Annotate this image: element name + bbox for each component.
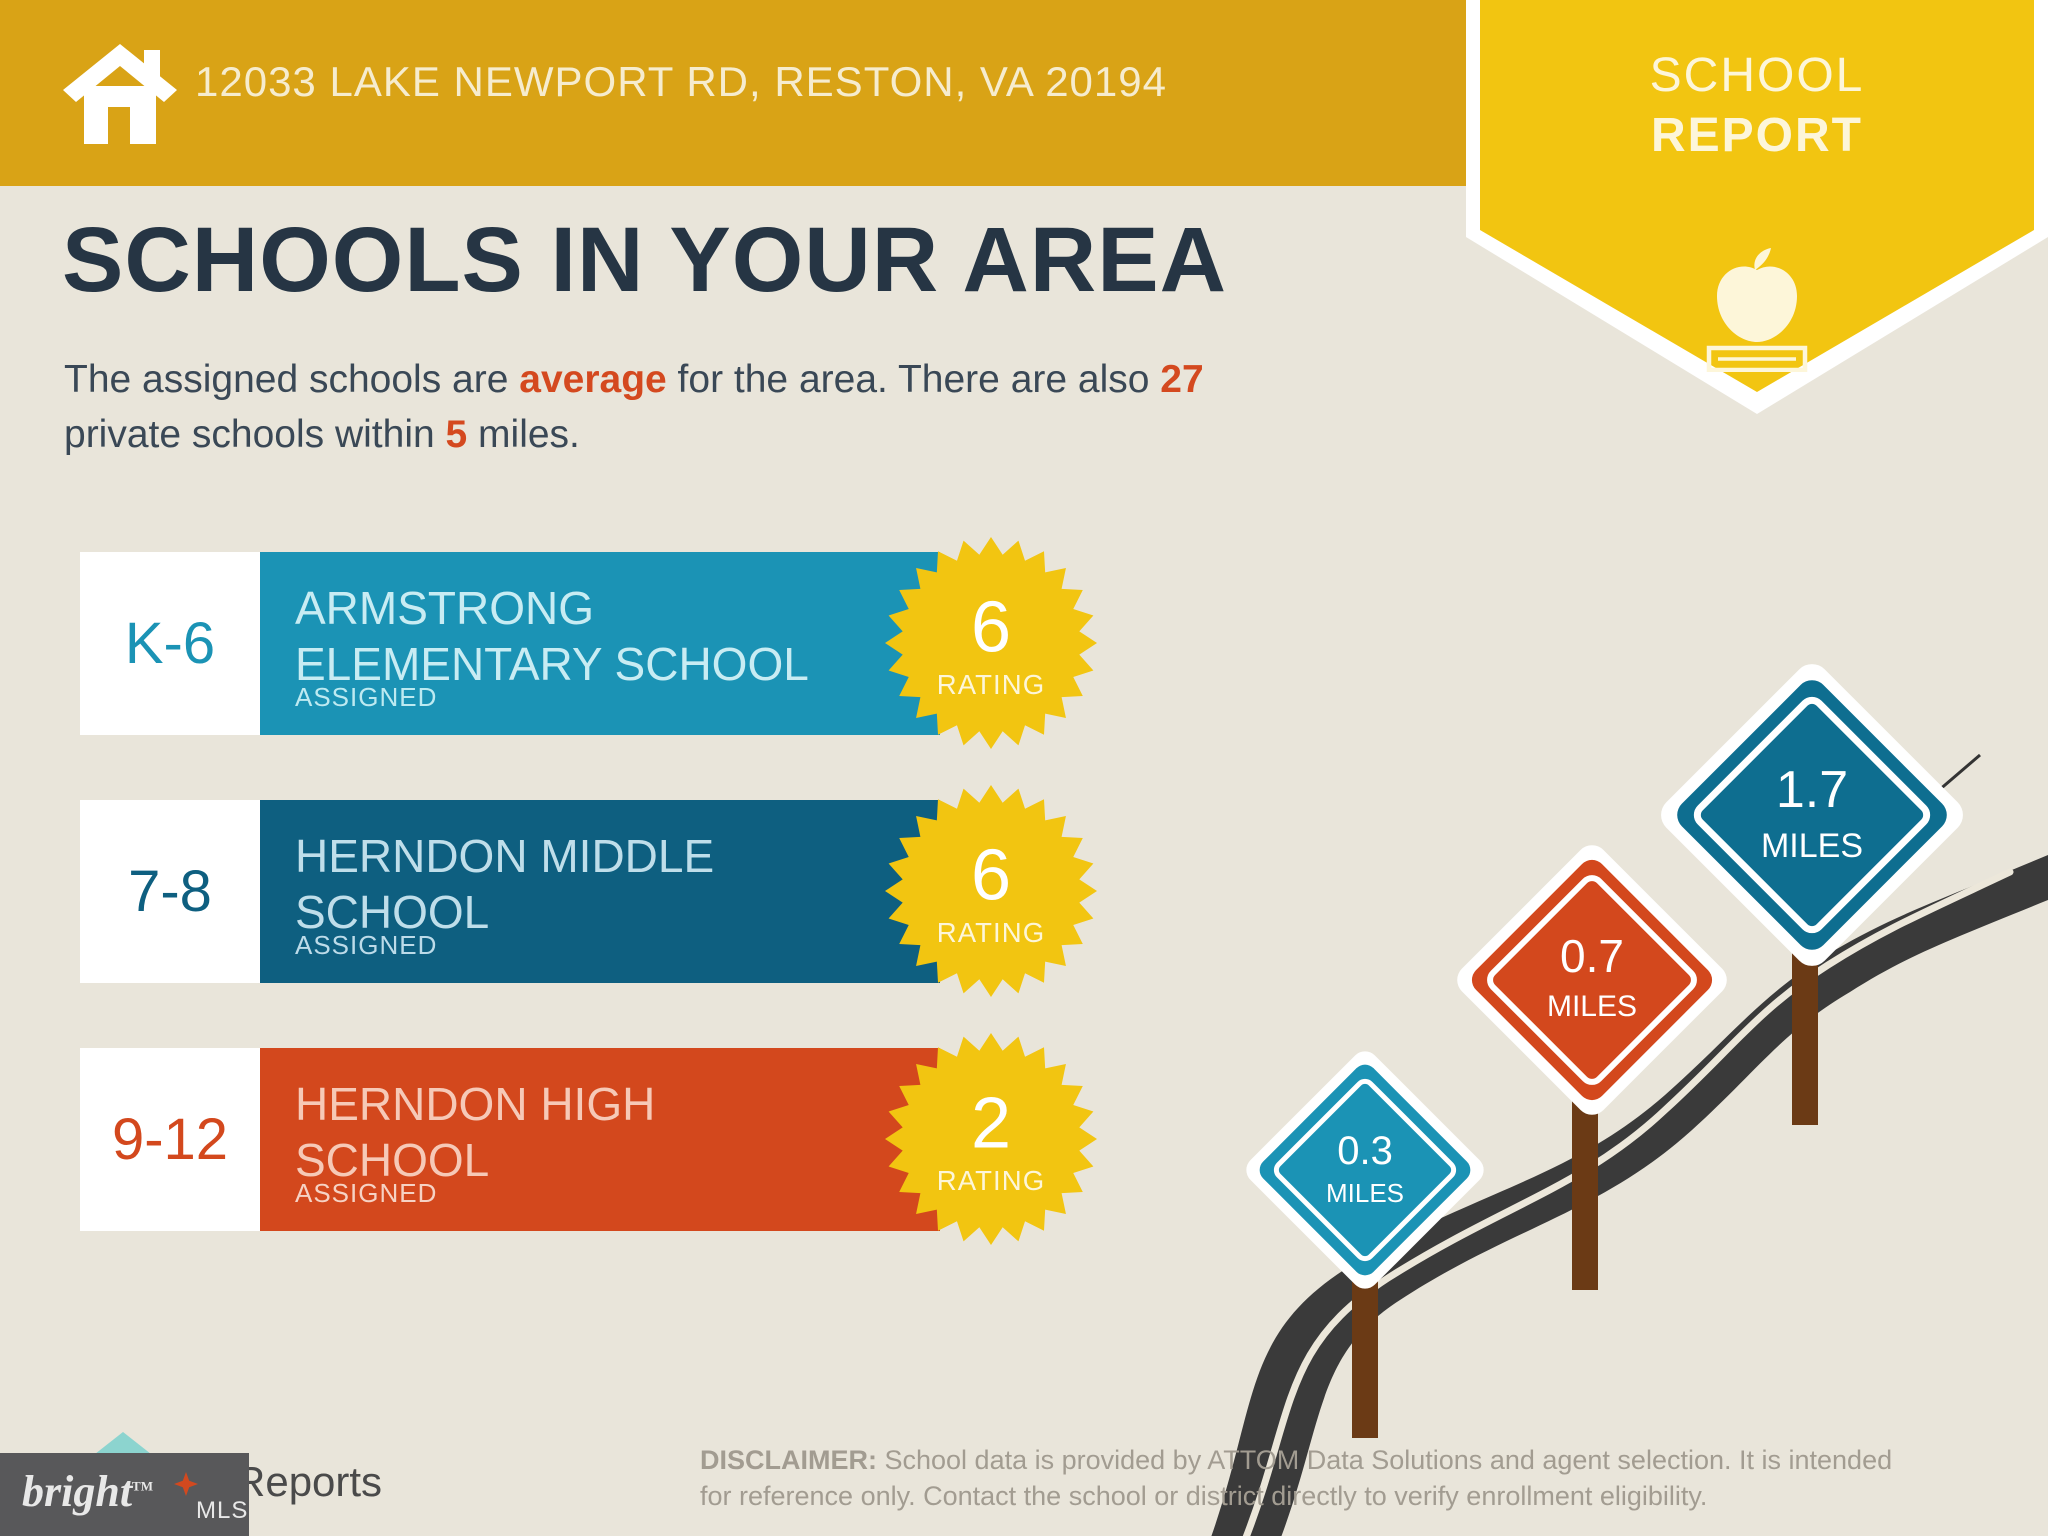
- svg-text:MILES: MILES: [1547, 990, 1637, 1023]
- svg-text:2: 2: [971, 1083, 1011, 1163]
- svg-text:RATING: RATING: [937, 669, 1045, 700]
- svg-text:0.7: 0.7: [1560, 930, 1624, 982]
- svg-text:MILES: MILES: [1761, 827, 1863, 865]
- svg-text:1.7: 1.7: [1776, 761, 1848, 819]
- svg-text:MILES: MILES: [1326, 1178, 1404, 1208]
- svg-text:0.3: 0.3: [1337, 1129, 1393, 1173]
- svg-text:RATING: RATING: [937, 917, 1045, 948]
- svg-text:6: 6: [971, 835, 1011, 915]
- svg-text:RATING: RATING: [937, 1165, 1045, 1196]
- svg-text:6: 6: [971, 587, 1011, 667]
